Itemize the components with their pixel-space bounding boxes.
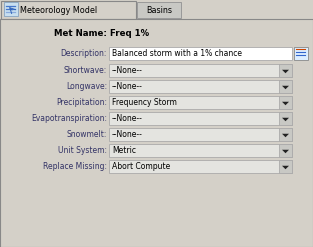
Text: --None--: --None-- (112, 66, 143, 75)
Text: Precipitation:: Precipitation: (56, 98, 107, 107)
Text: Snowmelt:: Snowmelt: (67, 130, 107, 139)
Text: Replace Missing:: Replace Missing: (43, 162, 107, 171)
FancyBboxPatch shape (294, 47, 308, 60)
FancyBboxPatch shape (279, 64, 292, 77)
Text: --None--: --None-- (112, 130, 143, 139)
FancyBboxPatch shape (0, 19, 313, 247)
Text: Frequency Storm: Frequency Storm (112, 98, 177, 107)
FancyBboxPatch shape (279, 144, 292, 157)
Polygon shape (282, 118, 289, 121)
Text: Shortwave:: Shortwave: (64, 66, 107, 75)
FancyBboxPatch shape (109, 144, 292, 157)
FancyBboxPatch shape (109, 112, 292, 125)
Text: Abort Compute: Abort Compute (112, 162, 170, 171)
FancyBboxPatch shape (109, 80, 292, 93)
Text: --None--: --None-- (112, 114, 143, 123)
FancyBboxPatch shape (109, 160, 292, 173)
FancyBboxPatch shape (109, 47, 292, 60)
Text: --None--: --None-- (112, 82, 143, 91)
Polygon shape (282, 134, 289, 137)
Polygon shape (282, 150, 289, 153)
FancyBboxPatch shape (279, 80, 292, 93)
Text: Basins: Basins (146, 6, 172, 15)
Text: Metric: Metric (112, 146, 136, 155)
FancyBboxPatch shape (109, 64, 292, 77)
FancyBboxPatch shape (0, 0, 313, 19)
Text: Unit System:: Unit System: (58, 146, 107, 155)
FancyBboxPatch shape (279, 112, 292, 125)
FancyBboxPatch shape (279, 160, 292, 173)
FancyBboxPatch shape (4, 2, 18, 16)
Polygon shape (282, 102, 289, 105)
Text: Meteorology Model: Meteorology Model (20, 6, 97, 15)
Text: Freq 1%: Freq 1% (110, 28, 149, 38)
Polygon shape (282, 166, 289, 169)
FancyBboxPatch shape (279, 96, 292, 109)
FancyBboxPatch shape (279, 128, 292, 141)
Text: Longwave:: Longwave: (66, 82, 107, 91)
FancyBboxPatch shape (1, 1, 136, 19)
Text: Met Name:: Met Name: (54, 28, 107, 38)
Text: Evapotranspiration:: Evapotranspiration: (31, 114, 107, 123)
Polygon shape (282, 86, 289, 89)
Text: Description:: Description: (61, 49, 107, 58)
Polygon shape (282, 70, 289, 73)
FancyBboxPatch shape (109, 128, 292, 141)
FancyBboxPatch shape (109, 96, 292, 109)
Text: Balanced storm with a 1% chance: Balanced storm with a 1% chance (112, 49, 242, 58)
FancyBboxPatch shape (137, 2, 181, 18)
